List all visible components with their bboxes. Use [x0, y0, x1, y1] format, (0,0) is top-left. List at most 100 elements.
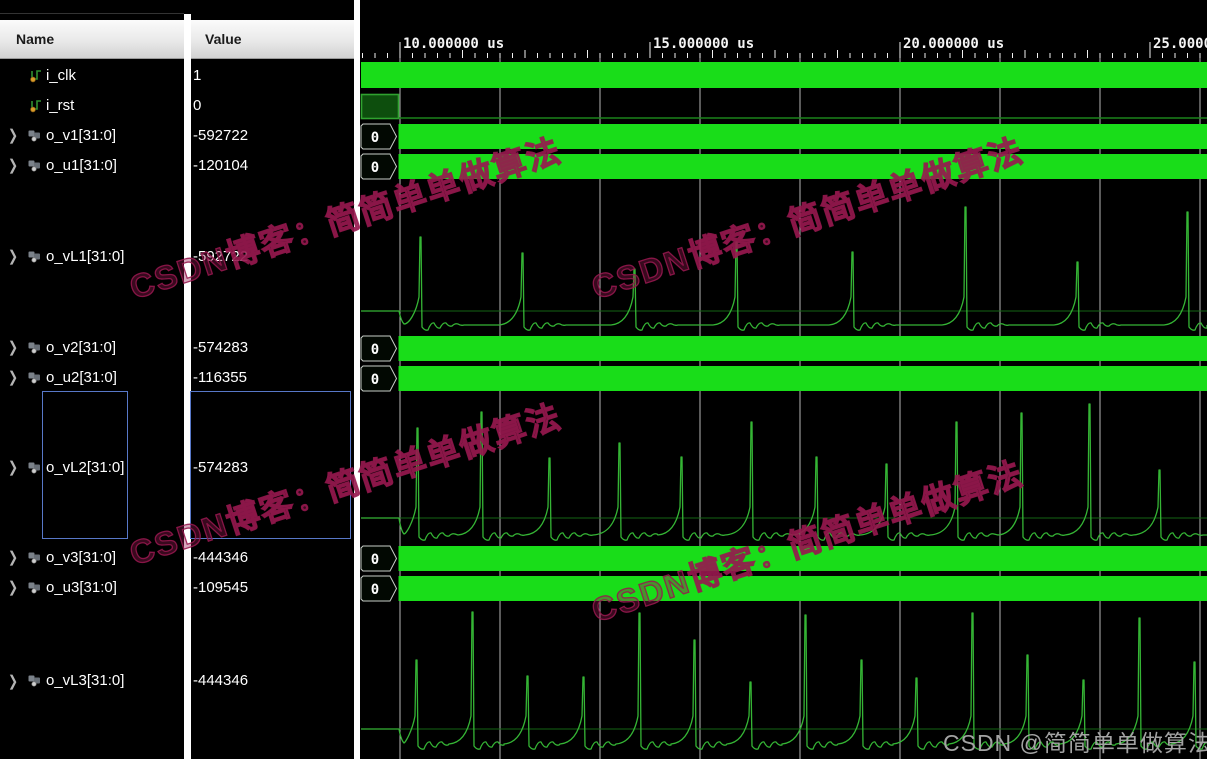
wave-i_rst[interactable] — [360, 93, 1207, 120]
expand-chevron-icon[interactable]: ❯ — [8, 247, 19, 265]
signal-value: -592722 — [193, 247, 249, 265]
expand-chevron-icon[interactable]: ❯ — [8, 578, 19, 596]
bus-left-value: 0 — [371, 552, 379, 568]
expand-chevron-icon[interactable]: ❯ — [8, 368, 19, 386]
expand-chevron-icon[interactable]: ❯ — [8, 548, 19, 566]
wave-o_vL3[31:0][interactable] — [361, 611, 1207, 750]
expand-chevron-icon[interactable]: ❯ — [8, 338, 19, 356]
bus-left-value: 0 — [371, 342, 379, 358]
expand-chevron-icon[interactable]: ❯ — [8, 671, 19, 690]
signal-row-o_u2[31:0][interactable]: ❯ o_u2[31:0] — [0, 362, 184, 392]
analog-trace — [361, 611, 1207, 750]
signal-value: -120104 — [193, 156, 249, 174]
panel-top-divider — [0, 13, 184, 14]
wave-o_vL1[31:0][interactable] — [361, 206, 1207, 331]
value-row-o_v1[31:0][interactable]: -592722 — [191, 120, 354, 150]
signal-row-o_u1[31:0][interactable]: ❯ o_u1[31:0] — [0, 150, 184, 180]
bus-signal-icon — [27, 580, 42, 595]
bus-value-hexagon — [360, 365, 398, 392]
wave-o_v2[31:0][interactable]: 0 — [360, 335, 1207, 362]
signal-row-o_v2[31:0][interactable]: ❯ o_v2[31:0] — [0, 332, 184, 362]
value-row-i_rst[interactable]: 0 — [191, 90, 354, 120]
signal-row-i_rst[interactable]: i_rst — [0, 90, 184, 120]
bus-value-hexagon — [360, 575, 398, 602]
signal-row-o_v1[31:0][interactable]: ❯ o_v1[31:0] — [0, 120, 184, 150]
signal-value: -116355 — [193, 368, 247, 386]
value-row-i_clk[interactable]: 1 — [191, 60, 354, 90]
signal-name-label: o_vL3[31:0] — [46, 672, 125, 689]
selection-box-name — [42, 391, 128, 539]
signal-name-label: o_v3[31:0] — [46, 548, 117, 566]
wave-o_v3[31:0][interactable]: 0 — [360, 545, 1207, 572]
bus-left-value: 0 — [371, 160, 379, 176]
signal-value: -574283 — [193, 458, 249, 476]
wave-o_u3[31:0][interactable]: 0 — [360, 575, 1207, 602]
time-axis-label: 15.000000 us — [653, 36, 754, 52]
bus-signal-icon — [27, 460, 42, 475]
bus-left-value: 0 — [371, 372, 379, 388]
signal-row-o_v3[31:0][interactable]: ❯ o_v3[31:0] — [0, 542, 184, 572]
time-axis-label: 25.0000 — [1153, 36, 1207, 52]
bus-signal-icon — [27, 158, 42, 173]
bus-left-value: 0 — [371, 130, 379, 146]
expand-chevron-icon[interactable]: ❯ — [8, 156, 19, 174]
signal-row-i_clk[interactable]: i_clk — [0, 60, 184, 90]
signal-name-label: o_vL2[31:0] — [46, 458, 125, 476]
signal-name-label: o_u2[31:0] — [46, 368, 117, 386]
signal-row-o_vL2[31:0][interactable]: ❯ o_vL2[31:0] — [0, 392, 184, 542]
analog-trace — [361, 403, 1207, 541]
name-column-header[interactable]: Name — [0, 20, 184, 59]
wave-i_clk[interactable] — [361, 62, 1207, 88]
name-header-label: Name — [16, 31, 55, 47]
value-row-o_vL1[31:0][interactable]: -592722 — [191, 180, 354, 332]
selection-box-value — [190, 391, 351, 539]
signal-name-label: i_clk — [46, 66, 77, 84]
signal-name-label: o_u1[31:0] — [46, 156, 117, 174]
signal-value: 1 — [193, 66, 202, 84]
value-column-header[interactable]: Value — [191, 20, 354, 59]
signal-name-label: o_v1[31:0] — [46, 126, 117, 144]
wave-o_v1[31:0][interactable]: 0 — [360, 123, 1207, 150]
signal-value-panel: Value 1 0 -592722 -120104 -592722 -574283 -116… — [191, 0, 354, 759]
bus-signal-icon — [27, 673, 42, 688]
value-row-o_u2[31:0][interactable]: -116355 — [191, 362, 354, 392]
signal-row-o_vL3[31:0][interactable]: ❯ o_vL3[31:0] — [0, 602, 184, 759]
time-ruler[interactable]: 10.000000 us 15.000000 us 20.000000 us 25.0… — [362, 36, 1207, 58]
time-axis-label: 10.000000 us — [403, 36, 504, 52]
signal-value: -444346 — [193, 672, 249, 689]
bus-signal-icon — [27, 249, 42, 264]
value-row-o_v3[31:0][interactable]: -444346 — [191, 542, 354, 572]
value-row-o_vL3[31:0][interactable]: -444346 — [191, 602, 354, 759]
expand-chevron-icon[interactable]: ❯ — [8, 126, 19, 144]
analog-trace — [361, 206, 1207, 331]
value-row-o_vL2[31:0][interactable]: -574283 — [191, 392, 354, 542]
bus-value-hexagon — [360, 153, 398, 180]
signal-row-o_u3[31:0][interactable]: ❯ o_u3[31:0] — [0, 572, 184, 602]
expand-chevron-icon[interactable]: ❯ — [8, 458, 19, 476]
value-header-label: Value — [205, 31, 242, 47]
wave-o_u1[31:0][interactable]: 0 — [360, 153, 1207, 180]
panel-wave-splitter[interactable] — [354, 0, 360, 759]
signal-name-label: o_v2[31:0] — [46, 338, 117, 356]
name-value-splitter[interactable] — [184, 14, 191, 759]
value-row-o_v2[31:0][interactable]: -574283 — [191, 332, 354, 362]
signal-name-label: o_vL1[31:0] — [46, 247, 125, 265]
value-row-o_u1[31:0][interactable]: -120104 — [191, 150, 354, 180]
bus-value-hexagon — [360, 335, 398, 362]
bus-signal-icon — [27, 550, 42, 565]
bus-value-hexagon — [360, 123, 398, 150]
scalar-signal-icon — [29, 98, 44, 113]
bus-signal-icon — [27, 370, 42, 385]
bus-value-hexagon — [360, 545, 398, 572]
signal-value: -574283 — [193, 338, 249, 356]
wave-o_vL2[31:0][interactable] — [361, 403, 1207, 541]
value-row-o_u3[31:0][interactable]: -109545 — [191, 572, 354, 602]
signal-name-label: o_u3[31:0] — [46, 578, 117, 596]
wave-o_u2[31:0][interactable]: 0 — [360, 365, 1207, 392]
scalar-signal-icon — [29, 68, 44, 83]
signal-name-label: i_rst — [46, 96, 75, 114]
signal-row-o_vL1[31:0][interactable]: ❯ o_vL1[31:0] — [0, 180, 184, 332]
bus-left-value: 0 — [371, 582, 379, 598]
